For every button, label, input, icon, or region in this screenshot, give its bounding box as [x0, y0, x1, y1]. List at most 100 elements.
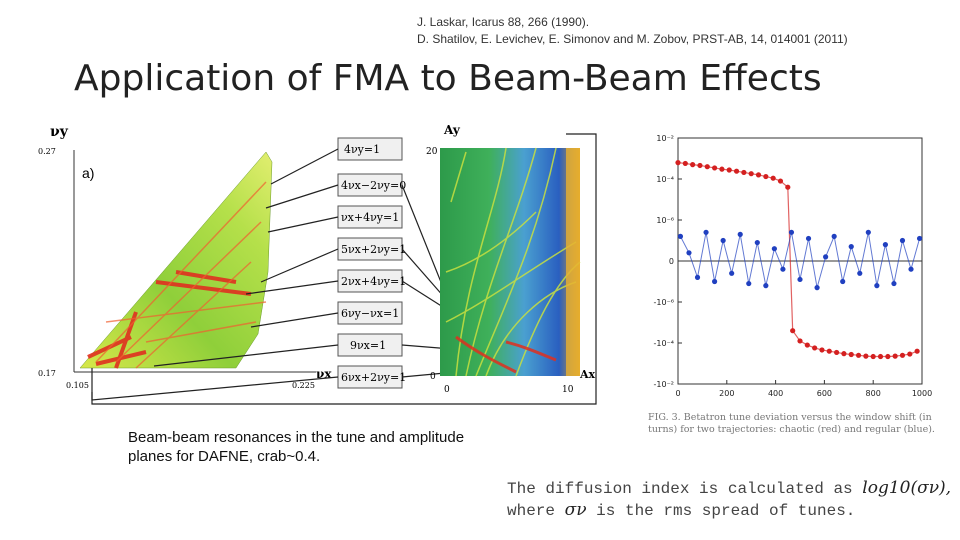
resonance-label: 9νx=1	[337, 333, 403, 357]
regular-point	[805, 235, 812, 242]
sigma-symbol: σν	[564, 500, 587, 520]
svg-text:4νx−2νy=0: 4νx−2νy=0	[341, 179, 406, 192]
regular-point	[848, 244, 854, 250]
tune-y-axis-label: νy	[50, 124, 69, 140]
chaotic-point	[748, 171, 754, 177]
regular-point	[686, 250, 692, 256]
svg-text:4νy=1: 4νy=1	[344, 143, 380, 156]
resonance-label: 5νx+2νy=1	[337, 237, 406, 261]
chaotic-point	[797, 338, 803, 344]
regular-point	[797, 276, 803, 283]
x-tick-label: 400	[768, 389, 783, 398]
regular-point	[831, 233, 837, 239]
x-tick-label: 600	[817, 389, 832, 398]
resonance-label: νx+4νy=1	[337, 205, 403, 229]
svg-text:6νy−νx=1: 6νy−νx=1	[341, 307, 399, 320]
amplitude-origin: 0	[430, 372, 436, 382]
regular-point	[780, 266, 786, 272]
chaotic-point	[777, 178, 784, 184]
figure-caption: Beam-beam resonances in the tune and amp…	[128, 428, 558, 466]
chaotic-point	[914, 348, 920, 354]
tune-deviation-chart: 10⁻² 10⁻⁴ 10⁻⁶ 0 -10⁻⁶ -10⁻⁴ -10⁻² 0 200 400 600 8…	[654, 134, 933, 398]
y-ticks: 10⁻² 10⁻⁴ 10⁻⁶ 0 -10⁻⁶ -10⁻⁴ -10⁻²	[654, 134, 682, 389]
tune-x-max: 0.225	[292, 381, 315, 390]
chaotic-point	[877, 353, 884, 360]
chaotic-point	[726, 167, 732, 173]
chaotic-point	[741, 169, 747, 176]
regular-point	[754, 239, 760, 246]
chaotic-point	[697, 162, 703, 169]
chaotic-point	[682, 160, 688, 167]
slide-title: Application of FMA to Beam-Beam Effects	[74, 58, 822, 99]
chaotic-point	[770, 175, 776, 181]
x-ticks: 0 200 400 600 800 1000	[675, 380, 932, 398]
regular-point	[746, 280, 752, 287]
resonance-label: 6νy−νx=1	[337, 301, 403, 325]
x-tick-label: 0	[675, 389, 680, 398]
resonance-label: 2νx+4νy=1	[337, 269, 406, 293]
regular-point	[916, 235, 923, 242]
regular-point	[814, 285, 820, 291]
x-tick-label: 800	[866, 389, 881, 398]
regular-point	[729, 270, 735, 276]
regular-point	[908, 266, 914, 272]
svg-text:νx+4νy=1: νx+4νy=1	[341, 211, 399, 224]
chaotic-point	[690, 162, 696, 168]
chaotic-point	[848, 351, 854, 358]
resonance-label: 4νx−2νy=0	[337, 173, 406, 197]
regular-point	[840, 278, 846, 285]
chaotic-point	[704, 164, 710, 170]
regular-point	[771, 246, 777, 252]
reference-laskar: J. Laskar, Icarus 88, 266 (1990).	[417, 15, 590, 29]
svg-text:2νx+4νy=1: 2νx+4νy=1	[341, 275, 406, 288]
regular-point	[823, 254, 829, 260]
x-tick-label: 1000	[912, 389, 932, 398]
regular-point	[788, 229, 795, 235]
regular-point	[899, 237, 906, 244]
amplitude-x-max: 10	[562, 385, 574, 395]
tune-x-min: 0.105	[66, 381, 89, 390]
references: J. Laskar, Icarus 88, 266 (1990). D. Sha…	[417, 14, 848, 48]
chaotic-point	[885, 353, 891, 360]
regular-point	[712, 278, 718, 285]
resonance-label: 4νy=1	[337, 137, 403, 161]
amplitude-x-axis-label: Ax	[579, 368, 596, 381]
diffusion-line-1: The diffusion index is calculated as log…	[507, 478, 952, 498]
chaotic-point	[719, 166, 725, 172]
chaotic-point	[892, 353, 898, 359]
regular-point	[694, 274, 701, 280]
fig3-caption: FIG. 3. Betatron tune deviation versus t…	[648, 412, 938, 436]
chaotic-point	[712, 165, 718, 171]
regular-point	[874, 283, 880, 289]
regular-point	[677, 233, 684, 239]
panel-label: a)	[82, 165, 94, 181]
diffusion-index-note: The diffusion index is calculated as log…	[507, 478, 951, 522]
tune-plane-plot: νy 0.27 0.17 0.105 0.225 νx a)	[38, 124, 332, 390]
y-tick-label: 0	[669, 257, 674, 266]
amplitude-y-axis-label: Ay	[443, 123, 461, 137]
caption-line-1: Beam-beam resonances in the tune and amp…	[128, 429, 465, 446]
regular-point	[865, 229, 871, 235]
tune-footprint	[79, 151, 273, 369]
y-tick-label: -10⁻²	[654, 380, 675, 389]
y-tick-label: -10⁻⁴	[654, 339, 675, 348]
regular-point	[720, 237, 726, 244]
y-tick-label: 10⁻²	[656, 134, 674, 143]
chaotic-point	[755, 172, 762, 178]
chaotic-point	[841, 351, 847, 357]
tune-y-max: 0.27	[38, 147, 56, 156]
tune-amplitude-figure: νy 0.27 0.17 0.105 0.225 νx a) 4νy=1 4νx…	[38, 123, 597, 405]
chaotic-point	[812, 345, 818, 351]
diffusion-line-2: where σν is the rms spread of tunes.	[507, 500, 856, 520]
fig3-caption-line-2: turns) for two trajectories: chaotic (re…	[648, 424, 935, 435]
x-tick-label: 200	[719, 389, 734, 398]
regular-point	[882, 242, 888, 248]
regular-point	[857, 270, 863, 276]
diffusion-formula: log10(σν),	[862, 478, 952, 498]
chaotic-series-line	[677, 162, 918, 358]
resonance-labels: 4νy=1 4νx−2νy=0 νx+4νy=1 5νx+2νy=1 2νx+4…	[337, 137, 406, 389]
y-tick-label: 10⁻⁶	[656, 216, 674, 225]
chaotic-point	[834, 349, 840, 356]
regular-point	[763, 283, 769, 289]
series	[675, 160, 923, 360]
